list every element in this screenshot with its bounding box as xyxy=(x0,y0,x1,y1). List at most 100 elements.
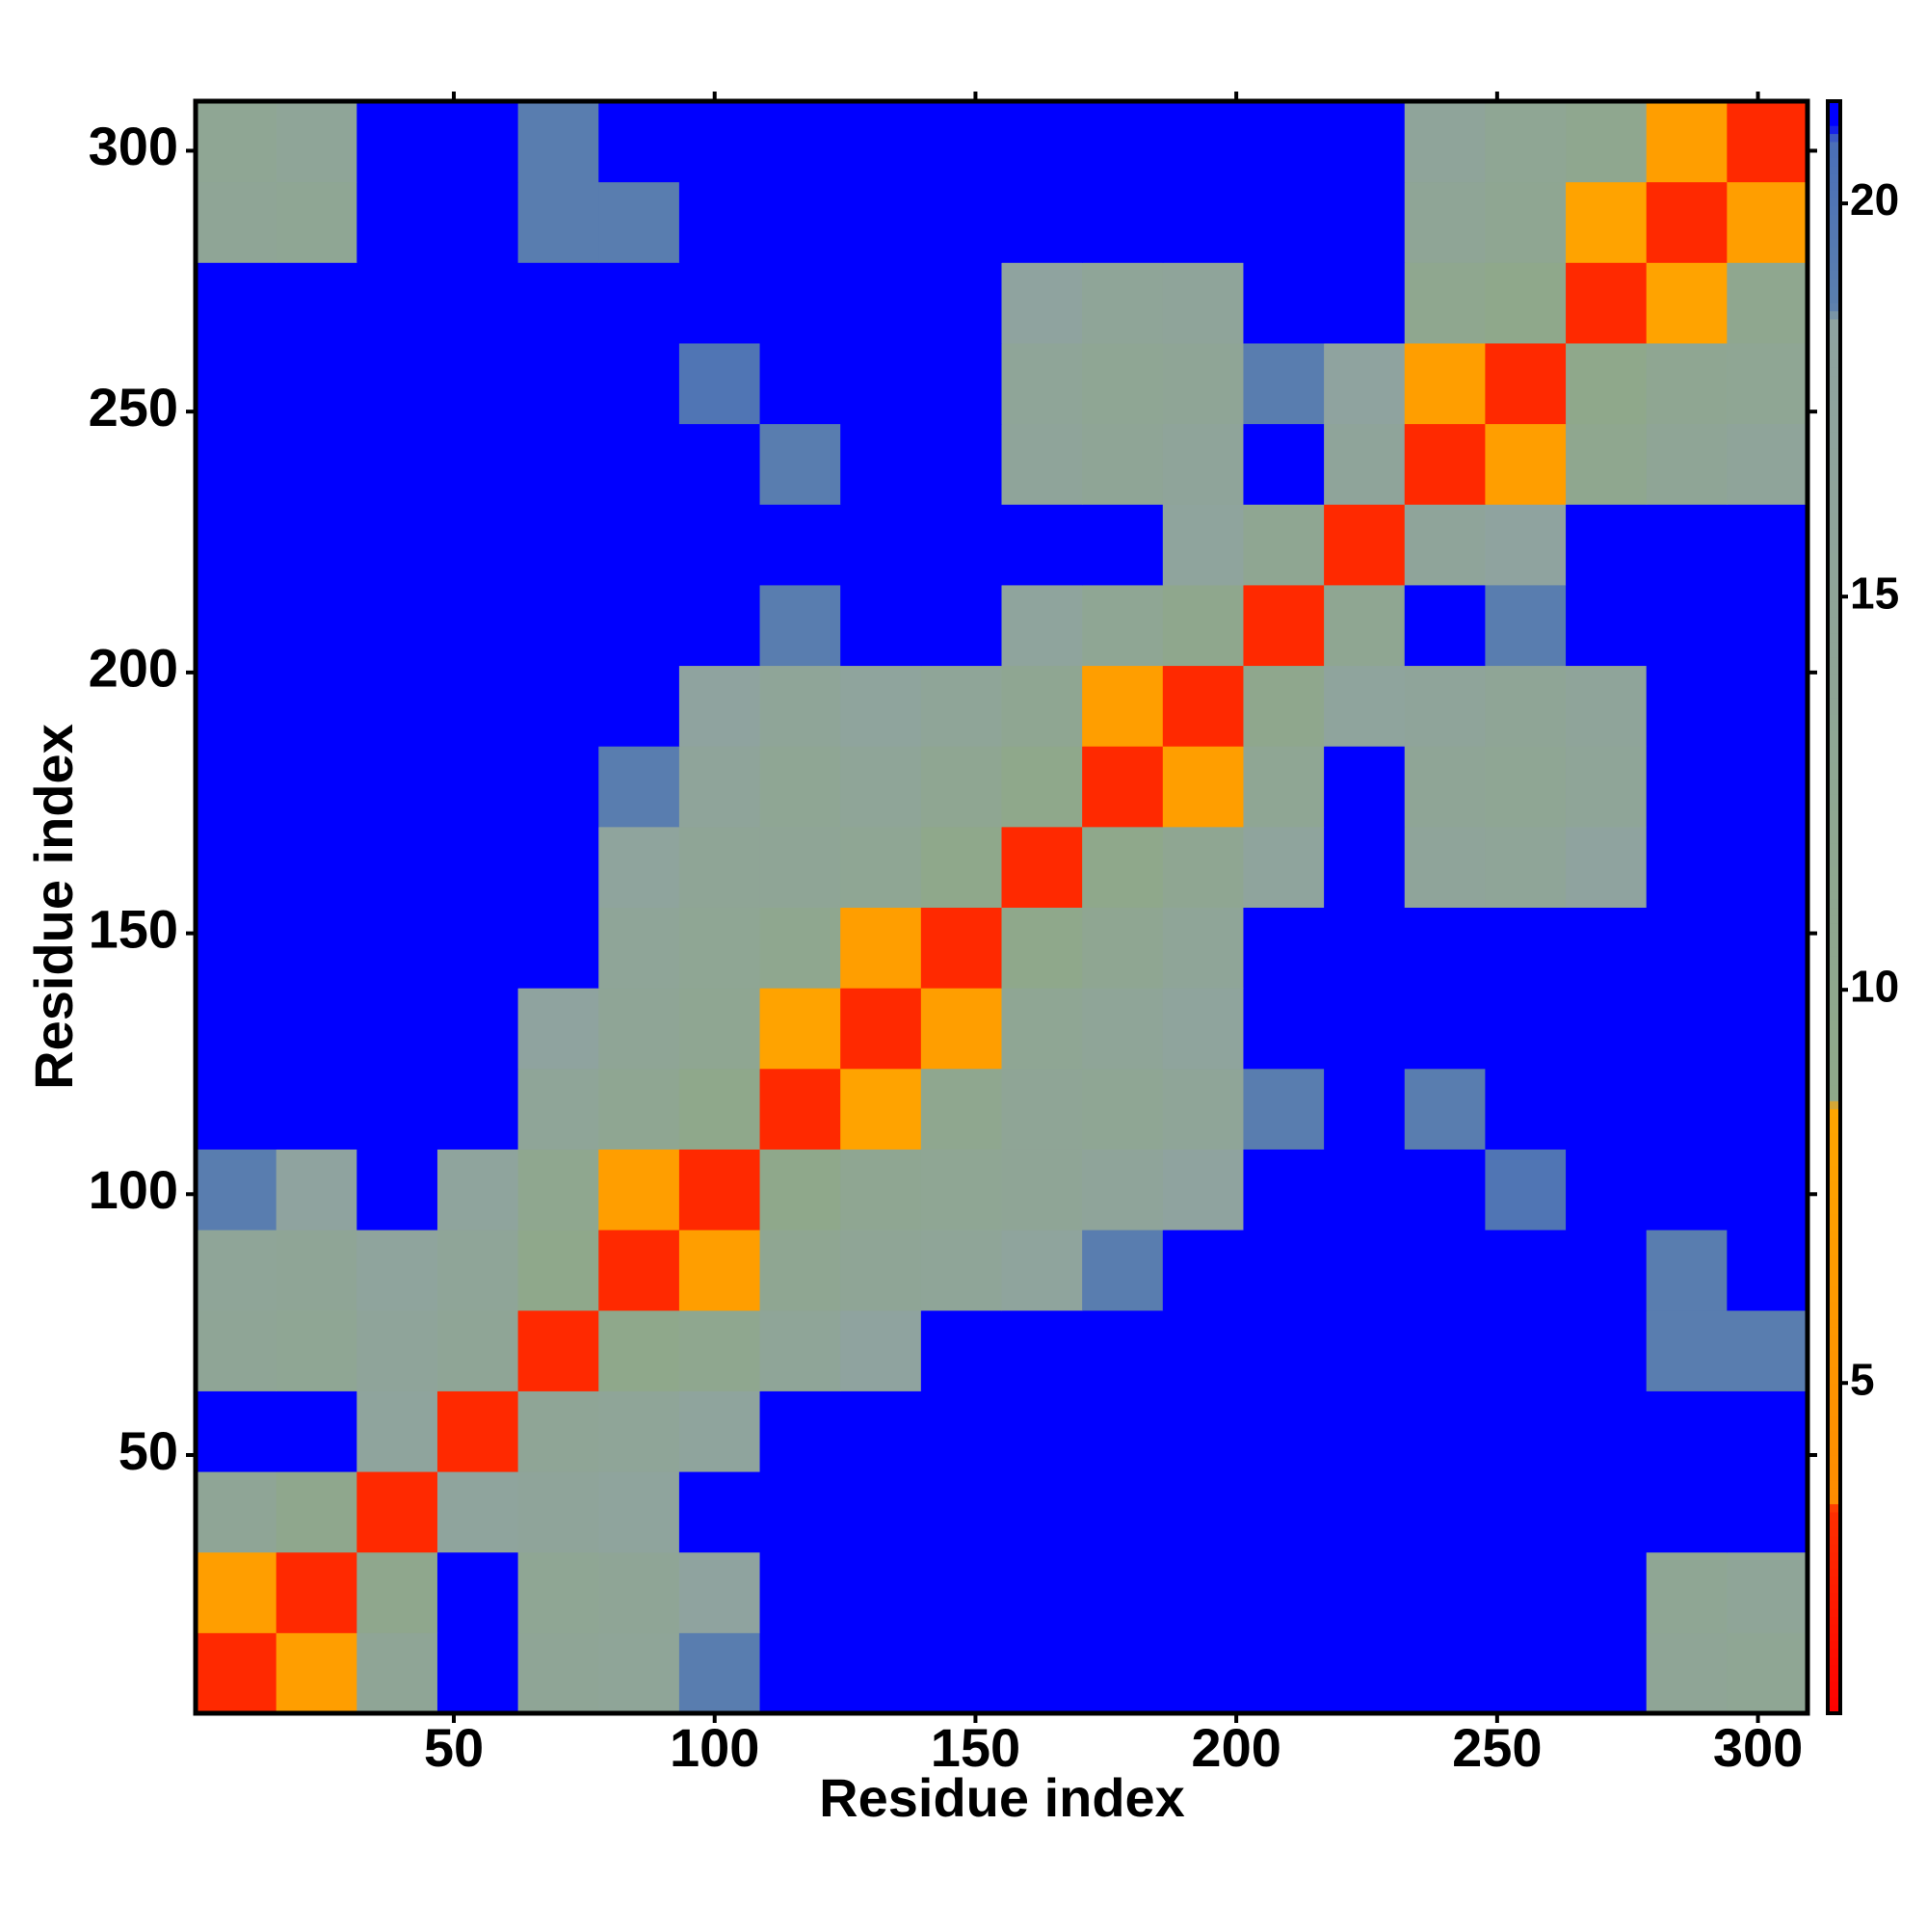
heatmap-cell xyxy=(598,423,680,505)
heatmap-cell xyxy=(517,181,599,263)
heatmap-cell xyxy=(196,1149,277,1231)
colorbar-segment xyxy=(1828,391,1840,401)
colorbar-segment xyxy=(1828,536,1840,545)
heatmap-cell xyxy=(1485,262,1567,344)
heatmap-cell xyxy=(920,988,1002,1070)
heatmap-cell xyxy=(1243,1068,1325,1150)
heatmap-cell xyxy=(598,101,680,183)
heatmap-cell xyxy=(759,342,841,425)
heatmap-cell xyxy=(517,746,599,828)
colorbar-segment xyxy=(1828,165,1840,174)
heatmap-cell xyxy=(356,665,438,747)
heatmap-cell xyxy=(1162,423,1244,505)
colorbar-segment xyxy=(1828,342,1840,352)
colorbar-segment xyxy=(1828,1511,1840,1521)
heatmap-cell xyxy=(517,342,599,425)
heatmap-cell xyxy=(276,262,357,344)
heatmap-cell xyxy=(1566,342,1648,425)
heatmap-cell xyxy=(678,1068,761,1150)
heatmap-cell xyxy=(598,1230,680,1311)
colorbar-segment xyxy=(1828,600,1840,610)
heatmap-cell xyxy=(1404,665,1486,747)
colorbar-segment xyxy=(1828,569,1840,578)
heatmap-cell xyxy=(678,746,761,828)
y-tick-label: 150 xyxy=(89,898,178,959)
heatmap-cell xyxy=(1324,423,1406,505)
heatmap-cell xyxy=(196,584,277,667)
colorbar-segment xyxy=(1828,633,1840,643)
heatmap-cell xyxy=(1082,423,1164,505)
colorbar-segment xyxy=(1828,375,1840,384)
heatmap-cell xyxy=(276,1310,357,1391)
heatmap-cell xyxy=(436,181,519,263)
heatmap-cell xyxy=(598,988,680,1070)
heatmap-cell xyxy=(276,746,357,828)
colorbar-segment xyxy=(1828,423,1840,433)
heatmap-cell xyxy=(1566,1068,1648,1150)
heatmap-cell xyxy=(1566,1230,1648,1311)
colorbar-segment xyxy=(1828,205,1840,215)
heatmap-cell xyxy=(1324,1230,1406,1311)
heatmap-cell xyxy=(759,181,841,263)
heatmap-cell xyxy=(840,1310,922,1391)
heatmap-cell xyxy=(920,423,1002,505)
colorbar-segment xyxy=(1828,964,1840,973)
colorbar-segment xyxy=(1828,456,1840,465)
heatmap-cell xyxy=(1001,504,1083,586)
heatmap-cell xyxy=(920,181,1002,263)
colorbar-segment xyxy=(1828,1479,1840,1489)
heatmap-cell xyxy=(1404,826,1486,908)
heatmap-cell xyxy=(678,101,761,183)
heatmap-cell xyxy=(1082,1230,1164,1311)
heatmap-cell xyxy=(436,1471,519,1553)
heatmap-cell xyxy=(1404,262,1486,344)
heatmap-cell xyxy=(276,181,357,263)
heatmap-cell xyxy=(1727,907,1808,989)
x-tick-label: 50 xyxy=(424,1717,484,1778)
heatmap-cell xyxy=(1404,342,1486,425)
colorbar-segment xyxy=(1828,351,1840,360)
heatmap-cell xyxy=(356,1310,438,1391)
heatmap-cell xyxy=(1646,907,1728,989)
colorbar-segment xyxy=(1828,1697,1840,1707)
heatmap-cell xyxy=(436,988,519,1070)
heatmap-cell xyxy=(1324,988,1406,1070)
heatmap-cell xyxy=(840,181,922,263)
colorbar-segment xyxy=(1828,778,1840,787)
colorbar-segment xyxy=(1828,528,1840,538)
heatmap-cell xyxy=(1082,504,1164,586)
heatmap-cell xyxy=(840,988,922,1070)
colorbar-segment xyxy=(1828,713,1840,723)
heatmap-cell xyxy=(840,826,922,908)
heatmap-cell xyxy=(1646,342,1728,425)
colorbar-segment xyxy=(1828,1415,1840,1424)
heatmap-cell xyxy=(678,1551,761,1633)
colorbar-segment xyxy=(1828,1688,1840,1698)
heatmap-cell xyxy=(598,342,680,425)
x-tick-label: 100 xyxy=(670,1717,759,1778)
heatmap-cell xyxy=(840,746,922,828)
colorbar-segment xyxy=(1828,552,1840,562)
colorbar-segment xyxy=(1828,754,1840,763)
heatmap-cell xyxy=(678,584,761,667)
heatmap-cell xyxy=(1001,746,1083,828)
colorbar-segment xyxy=(1828,1003,1840,1013)
colorbar-segment xyxy=(1828,157,1840,167)
colorbar-segment xyxy=(1828,286,1840,296)
heatmap-cell xyxy=(276,504,357,586)
colorbar-segment xyxy=(1828,1334,1840,1343)
heatmap-cell xyxy=(1082,1471,1164,1553)
heatmap-cell xyxy=(1727,1149,1808,1231)
heatmap-cell xyxy=(1646,826,1728,908)
heatmap-cell xyxy=(436,504,519,586)
colorbar-segment xyxy=(1828,1560,1840,1570)
heatmap-cell xyxy=(1566,1390,1648,1472)
colorbar-segment xyxy=(1828,648,1840,658)
heatmap-cell xyxy=(920,1390,1002,1472)
heatmap-cell xyxy=(1243,988,1325,1070)
heatmap-cell xyxy=(1566,504,1648,586)
heatmap-cell xyxy=(759,907,841,989)
colorbar-segment xyxy=(1828,1237,1840,1247)
heatmap-cell xyxy=(1162,101,1244,183)
